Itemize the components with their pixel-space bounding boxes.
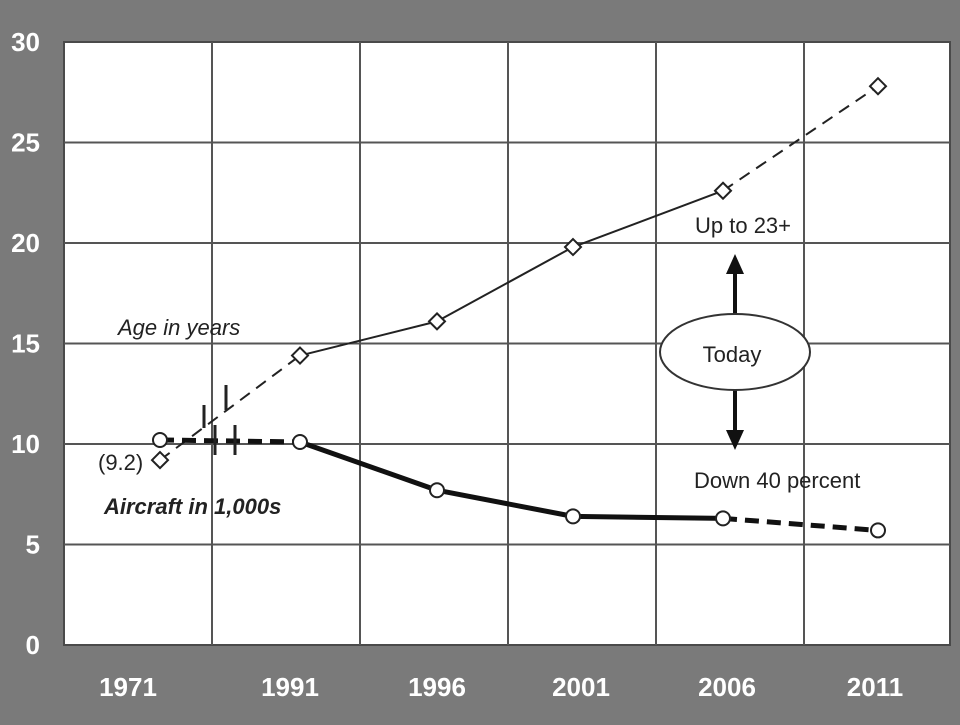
legend-age-in-years: Age in years	[116, 315, 240, 340]
aircraft-point	[870, 522, 886, 539]
y-tick-label: 0	[26, 630, 40, 660]
aircraft-line-dashed	[722, 515, 879, 533]
age-point	[713, 181, 733, 201]
legend-aircraft: Aircraft in 1,000s	[103, 494, 281, 519]
aircraft-line	[436, 487, 574, 519]
y-axis: 0 5 10 15 20 25 30	[11, 27, 40, 660]
age-line	[572, 189, 724, 248]
x-tick-label: 2006	[698, 672, 756, 702]
axis-break-marks	[202, 385, 237, 455]
y-tick-label: 10	[11, 429, 40, 459]
y-tick-label: 30	[11, 27, 40, 57]
aircraft-point	[152, 431, 168, 448]
x-tick-label: 1971	[99, 672, 157, 702]
aircraft-point	[292, 433, 308, 450]
x-tick-label: 2001	[552, 672, 610, 702]
today-label: Today	[703, 342, 762, 367]
age-line-dashed	[722, 85, 879, 192]
aircraft-point	[429, 482, 445, 499]
up-annotation: Up to 23+	[695, 213, 791, 238]
age-point	[868, 76, 888, 96]
age-line	[436, 246, 574, 323]
y-tick-label: 15	[11, 329, 40, 359]
aircraft-point	[715, 510, 731, 527]
aircraft-line	[572, 513, 724, 521]
arrow-up-head	[726, 254, 744, 274]
age-point	[150, 450, 170, 470]
y-tick-label: 25	[11, 128, 40, 158]
x-tick-label: 1991	[261, 672, 319, 702]
y-tick-label: 20	[11, 228, 40, 258]
arrow-down-head	[726, 430, 744, 450]
aircraft-point	[565, 508, 581, 525]
down-annotation: Down 40 percent	[694, 468, 860, 493]
series-lines	[159, 85, 879, 533]
today-ellipse	[659, 313, 811, 391]
aircraft-line-dashed	[159, 437, 301, 445]
y-tick-label: 5	[26, 530, 40, 560]
age-point	[290, 346, 310, 365]
aircraft-line	[299, 439, 438, 493]
x-tick-label: 2011	[847, 672, 903, 702]
data-markers	[150, 76, 888, 539]
initial-age-label: (9.2)	[98, 450, 143, 475]
today-callout: Today	[659, 254, 811, 450]
age-point	[563, 237, 583, 257]
x-tick-label: 1996	[408, 672, 466, 702]
age-point	[427, 311, 447, 331]
age-line	[299, 320, 438, 357]
x-axis: 1971 1991 1996 2001 2006 2011	[99, 672, 903, 702]
